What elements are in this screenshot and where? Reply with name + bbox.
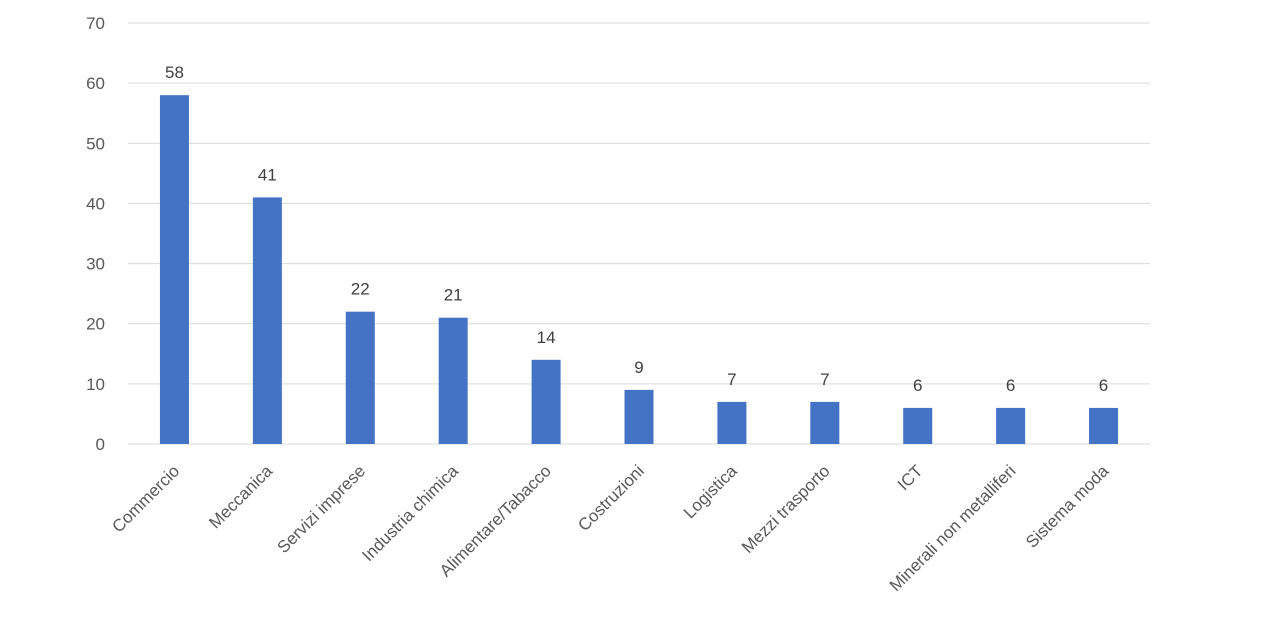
category-label: Servizi imprese bbox=[273, 461, 369, 557]
data-label: 21 bbox=[444, 286, 463, 305]
bar bbox=[159, 95, 189, 445]
y-tick-label: 60 bbox=[86, 74, 105, 93]
y-tick-label: 50 bbox=[86, 134, 105, 153]
y-axis-ticks: 0 10 20 30 40 50 60 70 bbox=[86, 14, 105, 454]
gridlines bbox=[128, 22, 1150, 445]
data-label: 7 bbox=[820, 370, 829, 389]
category-label: Sistema moda bbox=[1022, 461, 1113, 552]
category-label: Costruzioni bbox=[574, 461, 648, 535]
data-label: 41 bbox=[258, 165, 277, 184]
bars bbox=[159, 95, 1119, 445]
bar bbox=[438, 317, 468, 444]
data-label: 6 bbox=[1099, 376, 1108, 395]
data-label: 7 bbox=[727, 370, 736, 389]
category-label: Logistica bbox=[680, 461, 741, 522]
data-label: 6 bbox=[913, 376, 922, 395]
bar bbox=[810, 401, 840, 444]
data-label: 14 bbox=[537, 328, 556, 347]
data-label: 22 bbox=[351, 280, 370, 299]
bar bbox=[903, 407, 933, 444]
data-label: 6 bbox=[1006, 376, 1015, 395]
data-label: 58 bbox=[165, 63, 184, 82]
bar bbox=[252, 197, 282, 444]
bar bbox=[531, 359, 561, 444]
category-label: Meccanica bbox=[205, 461, 276, 532]
category-label: Mezzi trasporto bbox=[738, 461, 834, 557]
category-label: Commercio bbox=[108, 461, 183, 536]
y-tick-label: 10 bbox=[86, 375, 105, 394]
bar bbox=[717, 401, 747, 444]
y-tick-label: 20 bbox=[86, 315, 105, 334]
y-tick-label: 30 bbox=[86, 255, 105, 274]
bar bbox=[1089, 407, 1119, 444]
data-label: 9 bbox=[634, 358, 643, 377]
y-tick-label: 0 bbox=[96, 435, 105, 454]
category-label: ICT bbox=[894, 461, 927, 494]
bar bbox=[996, 407, 1026, 444]
data-labels: 58 41 22 21 14 9 7 7 6 6 6 bbox=[165, 63, 1108, 395]
bar bbox=[345, 311, 375, 444]
category-label: Industria chimica bbox=[358, 461, 462, 565]
y-tick-label: 70 bbox=[86, 14, 105, 33]
y-tick-label: 40 bbox=[86, 194, 105, 213]
bar bbox=[624, 389, 654, 444]
